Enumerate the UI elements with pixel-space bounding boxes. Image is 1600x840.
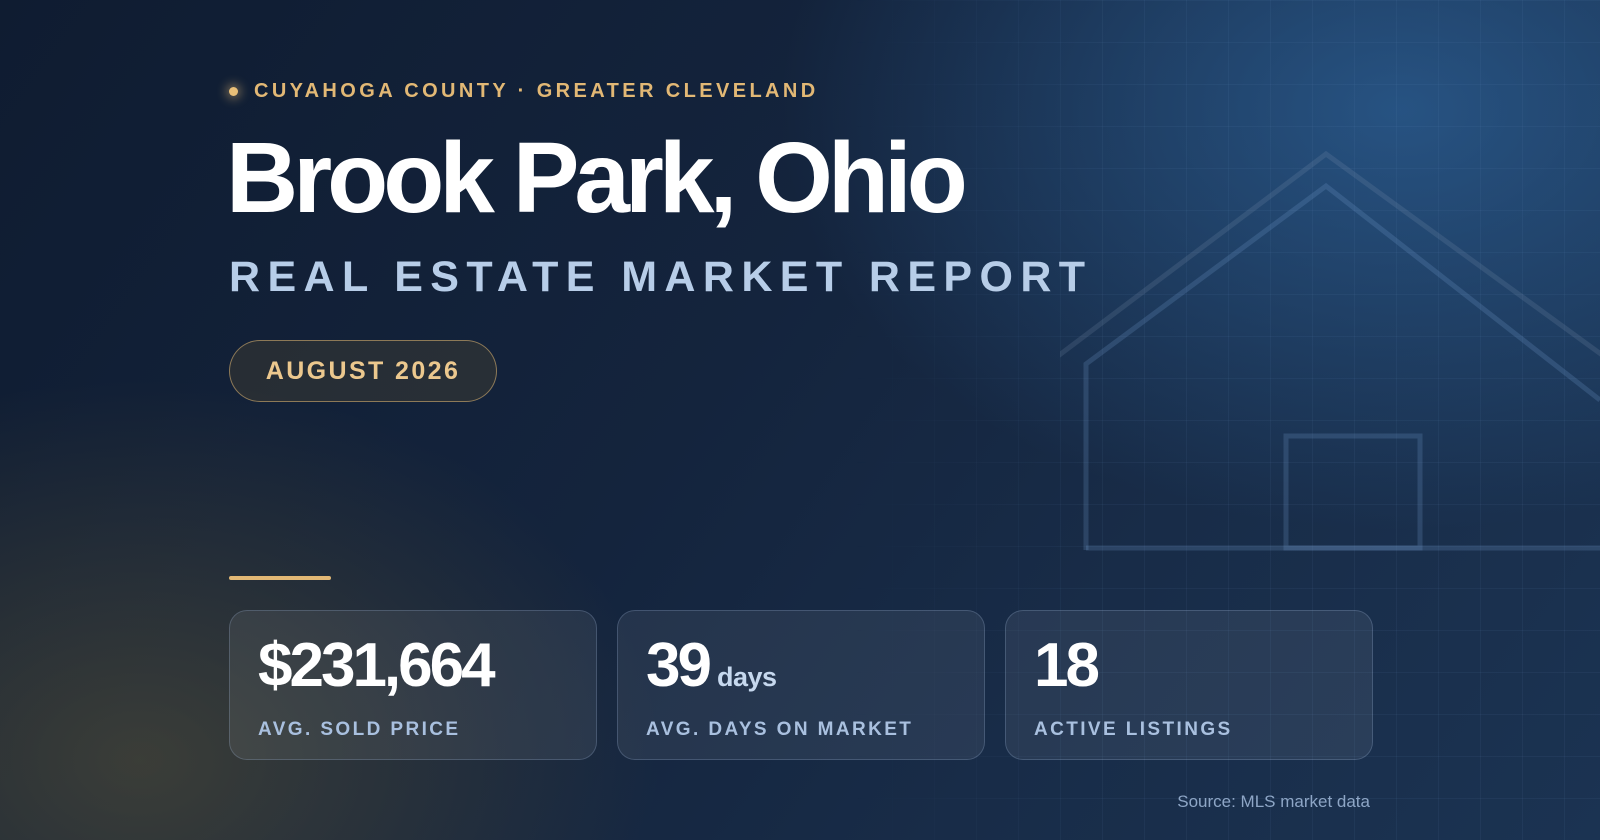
date-badge: AUGUST 2026 (229, 340, 497, 402)
stat-card-avg-sold-price: $231,664 AVG. SOLD PRICE (229, 610, 597, 760)
stat-card-active-listings: 18 ACTIVE LISTINGS (1005, 610, 1373, 760)
stat-card-avg-days-on-market: 39 days AVG. DAYS ON MARKET (617, 610, 985, 760)
location-kicker: CUYAHOGA COUNTY · GREATER CLEVELAND (229, 80, 819, 103)
accent-divider (229, 576, 331, 580)
stat-label: ACTIVE LISTINGS (1034, 719, 1233, 740)
stat-value-row: 39 days (646, 635, 956, 705)
stat-value: $231,664 (258, 631, 496, 700)
stat-value-row: $231,664 (258, 635, 568, 705)
dot-icon (229, 87, 238, 96)
stats-row: $231,664 AVG. SOLD PRICE 39 days AVG. DA… (229, 610, 1373, 760)
background-grid (850, 0, 1600, 840)
stat-label: AVG. SOLD PRICE (258, 719, 461, 740)
stat-value-row: 18 (1034, 635, 1344, 705)
stat-unit: days (716, 662, 777, 692)
location-text: CUYAHOGA COUNTY · GREATER CLEVELAND (254, 80, 819, 102)
page-title: Brook Park, Ohio (226, 122, 968, 234)
stat-value: 39 (646, 631, 712, 700)
house-outline-icon (1060, 150, 1600, 551)
stat-value: 18 (1034, 631, 1100, 700)
stat-label: AVG. DAYS ON MARKET (646, 719, 914, 740)
source-note: Source: MLS market data (1177, 792, 1370, 811)
report-subtitle: REAL ESTATE MARKET REPORT (229, 253, 1093, 301)
